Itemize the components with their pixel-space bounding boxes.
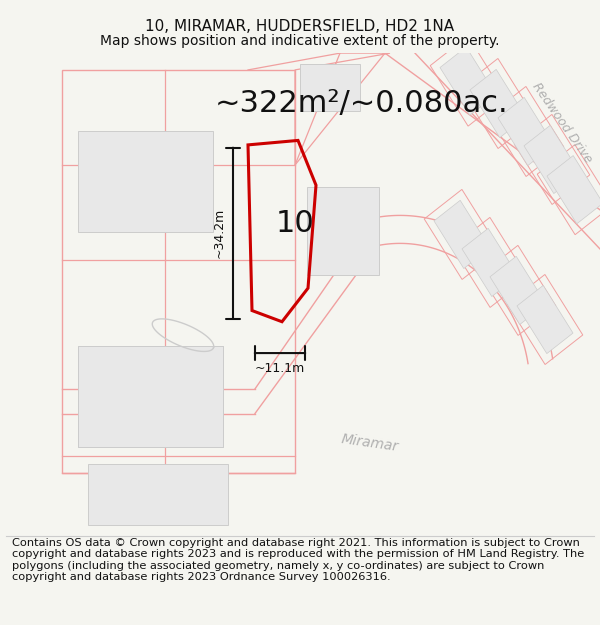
Polygon shape — [517, 286, 573, 354]
Bar — [78, 131, 213, 232]
Polygon shape — [524, 126, 580, 194]
Text: Contains OS data © Crown copyright and database right 2021. This information is : Contains OS data © Crown copyright and d… — [12, 538, 584, 582]
Bar — [78, 346, 223, 447]
Bar — [300, 64, 360, 111]
Text: ~34.2m: ~34.2m — [212, 208, 226, 259]
Bar — [78, 346, 223, 447]
Text: Miramar: Miramar — [340, 432, 400, 454]
Bar — [307, 188, 379, 275]
Polygon shape — [462, 228, 518, 296]
Polygon shape — [434, 201, 490, 269]
Polygon shape — [440, 47, 496, 115]
Bar — [88, 464, 228, 526]
Polygon shape — [470, 69, 526, 138]
Text: Map shows position and indicative extent of the property.: Map shows position and indicative extent… — [100, 34, 500, 48]
Text: 10, MIRAMAR, HUDDERSFIELD, HD2 1NA: 10, MIRAMAR, HUDDERSFIELD, HD2 1NA — [145, 19, 455, 34]
Text: ~322m²/~0.080ac.: ~322m²/~0.080ac. — [215, 89, 509, 118]
Text: 10: 10 — [275, 209, 314, 238]
Polygon shape — [547, 156, 600, 224]
Text: ~11.1m: ~11.1m — [255, 362, 305, 375]
Text: Redwood Drive: Redwood Drive — [529, 80, 595, 165]
Polygon shape — [498, 98, 554, 166]
Polygon shape — [490, 256, 546, 324]
